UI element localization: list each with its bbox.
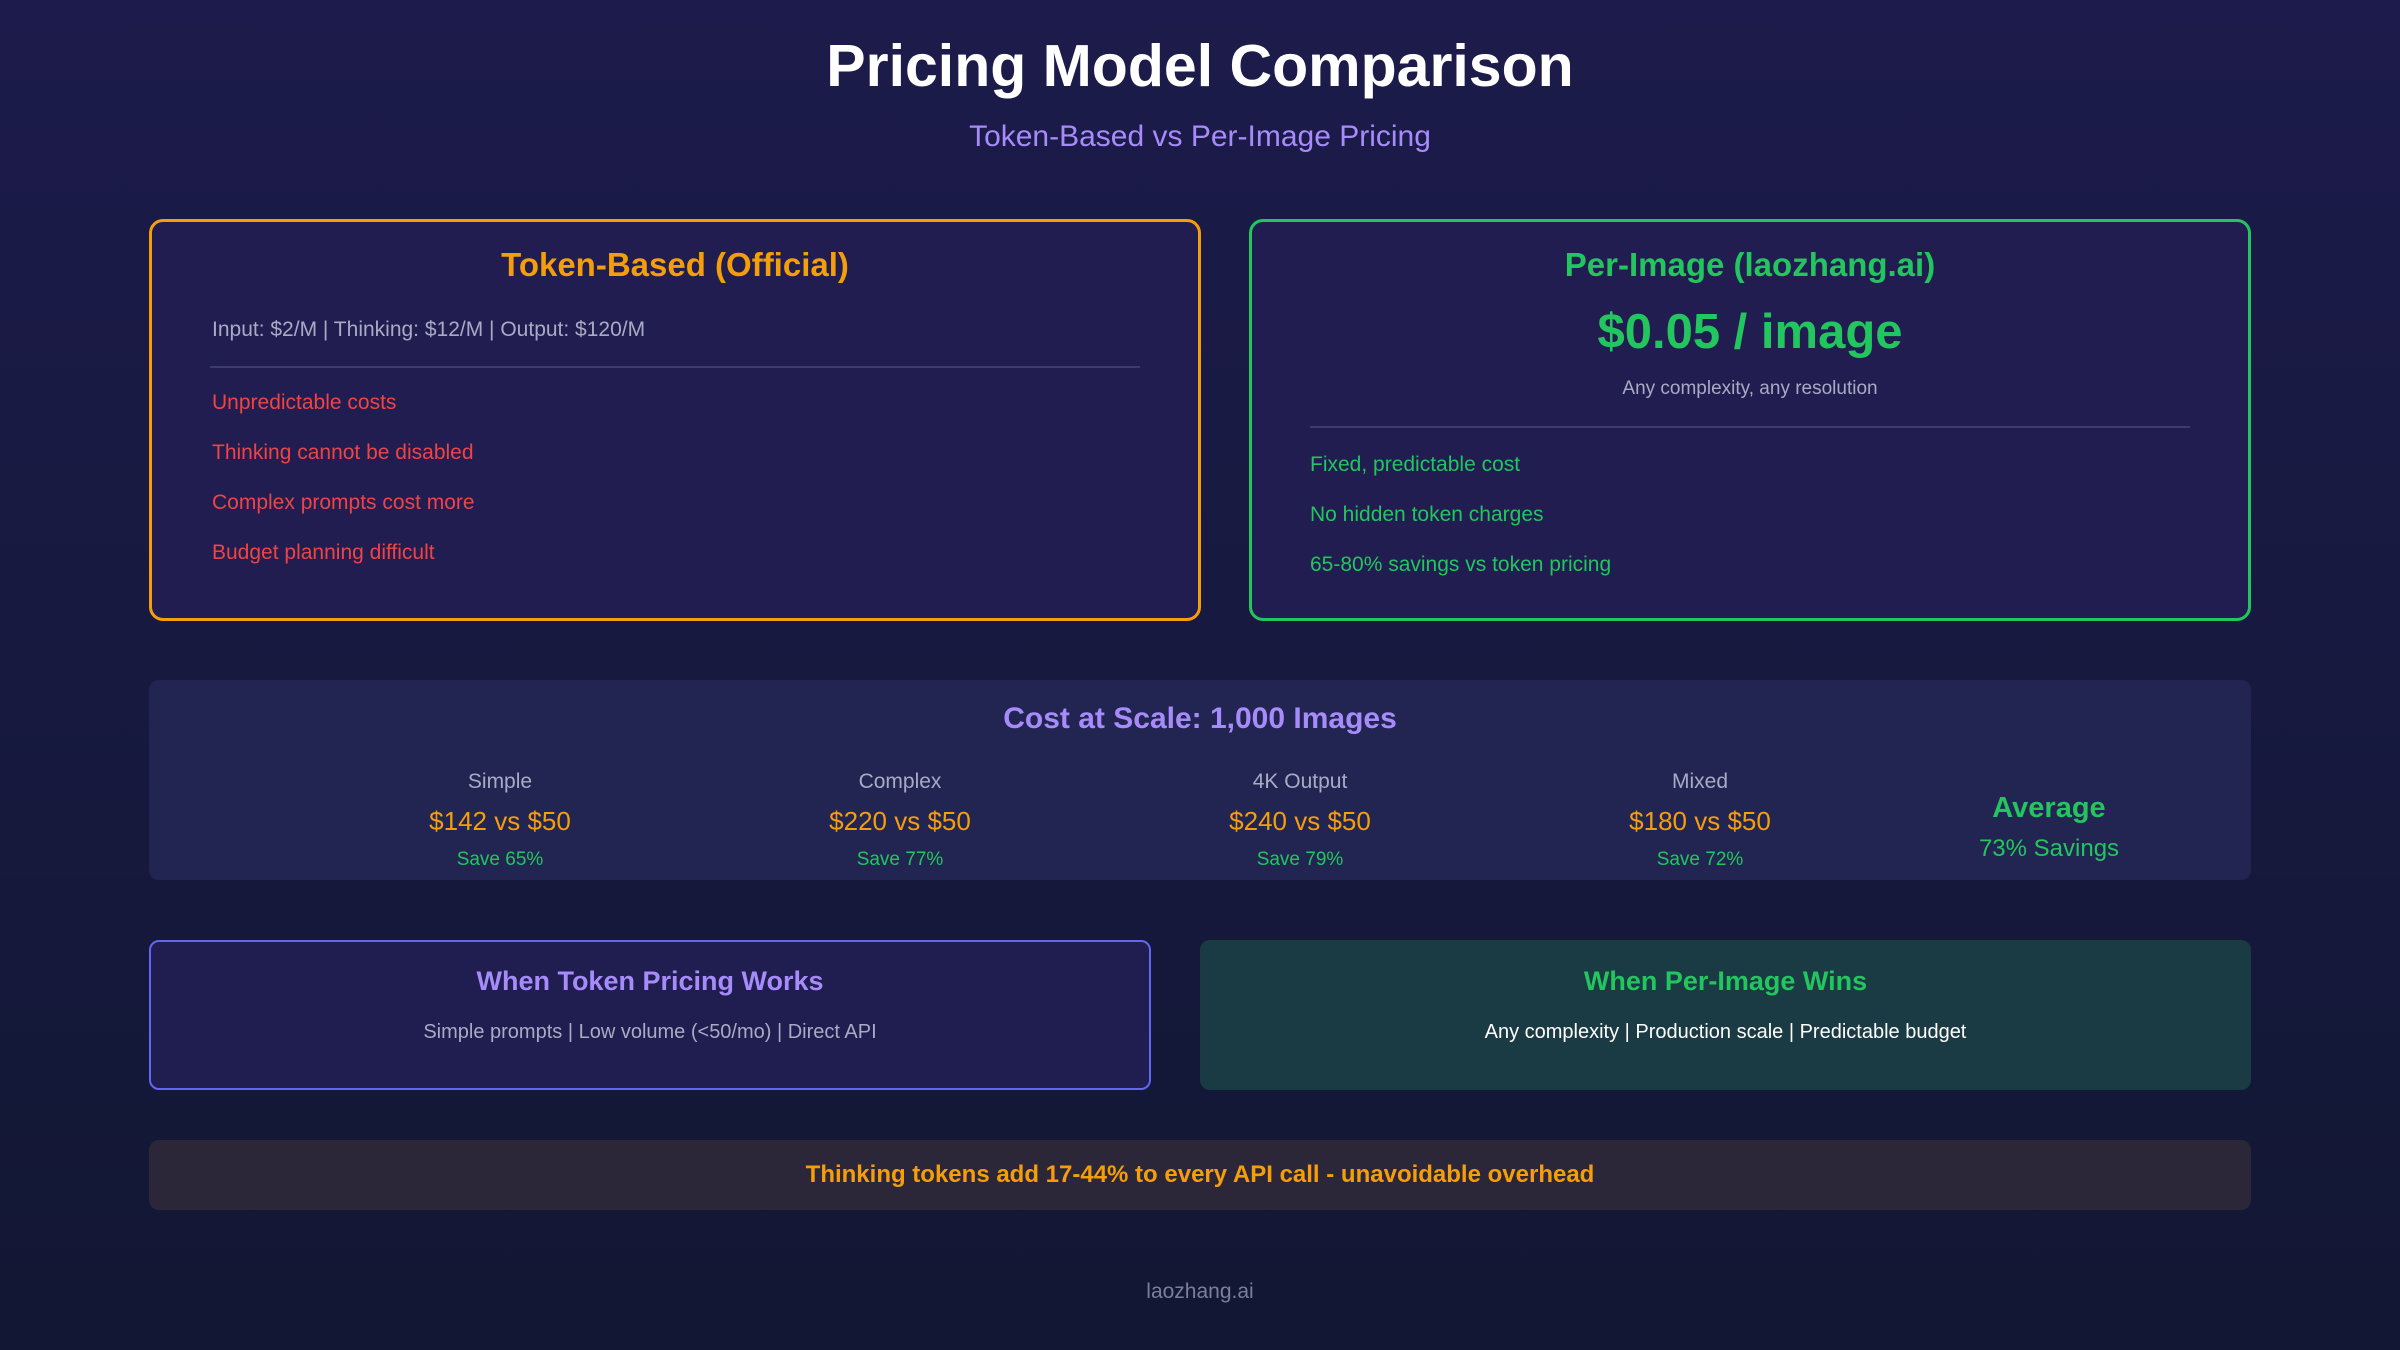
list-item: Unpredictable costs [212,391,397,414]
scenario-name: Mixed [1671,770,1729,793]
page-title: Pricing Model Comparison [826,33,1574,99]
scenario-complex: Complex $220 vs $50 Save 77% [750,770,1050,871]
scenario-name: 4K Output [1252,770,1348,793]
list-item: Thinking cannot be disabled [212,441,474,464]
scenario-cost: $180 vs $50 [1629,806,1771,836]
scenario-mixed: Mixed $180 vs $50 Save 72% [1550,770,1850,871]
scenario-savings: Save 77% [856,849,944,870]
list-item: Complex prompts cost more [212,491,475,514]
scenario-name: Complex [858,770,942,793]
scenario-cost: $240 vs $50 [1229,806,1371,836]
list-item: Fixed, predictable cost [1310,453,1521,476]
token-cons-list: Unpredictable costs Thinking cannot be d… [212,390,1198,590]
scenario-cost: $220 vs $50 [829,806,971,836]
per-image-card: Per-Image (laozhang.ai) $0.05 / image An… [1249,219,2251,621]
image-card-divider [1310,426,2190,428]
image-pros-list: Fixed, predictable cost No hidden token … [1310,452,2248,602]
average-value: 73% Savings [1978,835,2120,862]
token-card-title: Token-Based (Official) [501,246,849,283]
per-image-price: $0.05 / image [1597,305,1903,359]
scenario-cost: $142 vs $50 [429,806,571,836]
token-based-card: Token-Based (Official) Input: $2/M | Thi… [149,219,1201,621]
scenario-name: Simple [467,770,533,793]
page-subtitle: Token-Based vs Per-Image Pricing [969,120,1431,153]
when-token-pricing-box: When Token Pricing Works Simple prompts … [149,940,1151,1090]
average-label: Average [1992,792,2106,824]
cost-at-scale-panel: Cost at Scale: 1,000 Images Simple $142 … [149,680,2251,880]
average-savings: Average 73% Savings [1899,792,2199,863]
scenario-simple: Simple $142 vs $50 Save 65% [350,770,650,871]
when-image-text: Any complexity | Production scale | Pred… [1484,1021,1967,1043]
when-image-title: When Per-Image Wins [1583,966,1868,996]
price-note: Any complexity, any resolution [1622,378,1878,399]
list-item: Budget planning difficult [212,541,435,564]
token-card-divider [210,366,1140,368]
list-item: 65-80% savings vs token pricing [1310,553,1612,576]
token-rates: Input: $2/M | Thinking: $12/M | Output: … [212,318,646,341]
scenario-savings: Save 72% [1656,849,1744,870]
when-per-image-box: When Per-Image Wins Any complexity | Pro… [1200,940,2251,1090]
footer-brand: laozhang.ai [1146,1280,1254,1303]
image-card-title: Per-Image (laozhang.ai) [1564,246,1936,283]
scenario-4k-output: 4K Output $240 vs $50 Save 79% [1150,770,1450,871]
when-token-title: When Token Pricing Works [476,966,824,996]
scale-title: Cost at Scale: 1,000 Images [1003,702,1397,735]
thinking-tokens-warning: Thinking tokens add 17-44% to every API … [149,1140,2251,1210]
scenario-savings: Save 65% [456,849,544,870]
list-item: No hidden token charges [1310,503,1544,526]
scenario-savings: Save 79% [1256,849,1344,870]
when-token-text: Simple prompts | Low volume (<50/mo) | D… [423,1021,877,1043]
